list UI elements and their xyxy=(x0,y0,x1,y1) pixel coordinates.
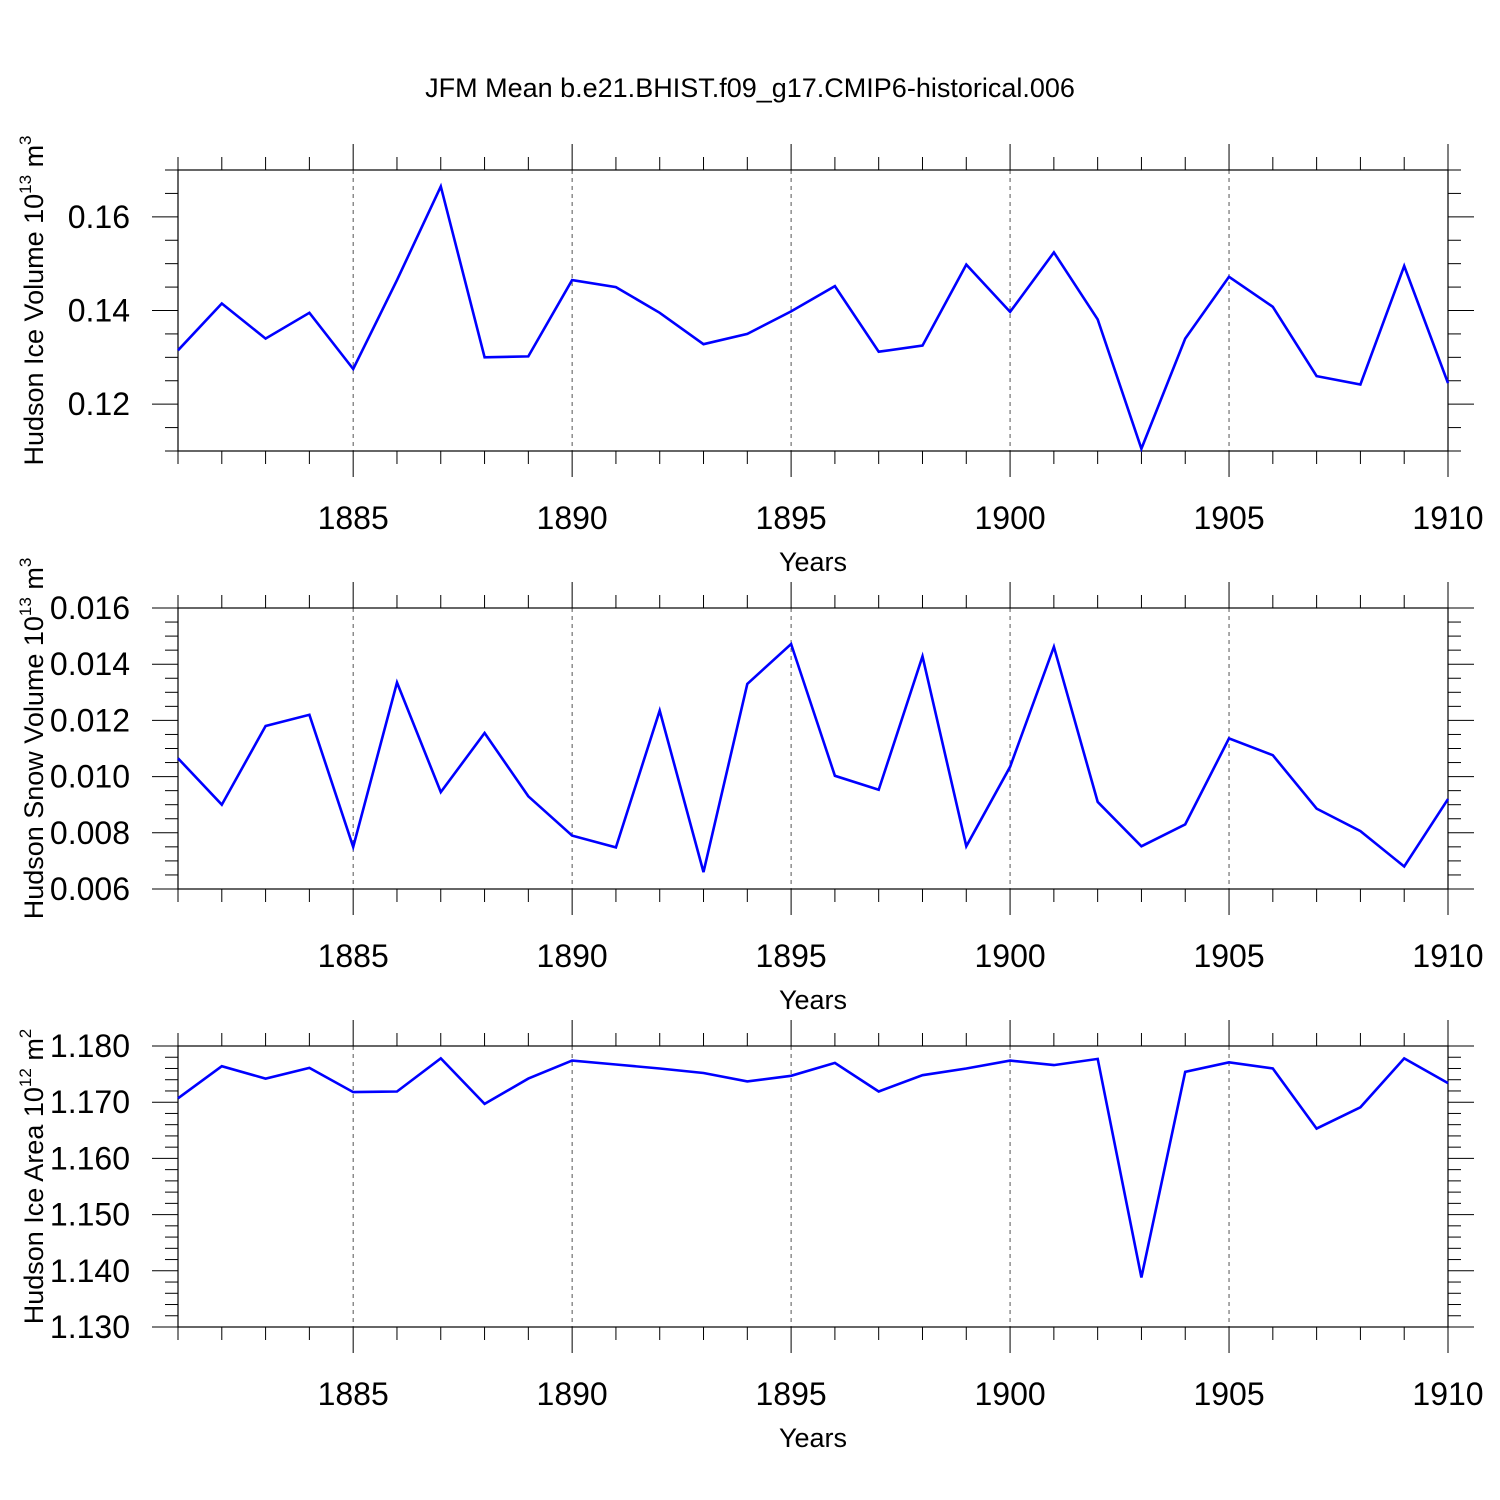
x-tick-label: 1895 xyxy=(756,1376,827,1412)
x-tick-label: 1910 xyxy=(1412,938,1483,974)
x-tick-label: 1885 xyxy=(318,1376,389,1412)
y-tick-label: 0.014 xyxy=(50,646,130,682)
x-tick-label: 1885 xyxy=(318,500,389,536)
y-tick-label: 0.16 xyxy=(68,199,130,235)
series-line xyxy=(177,641,1450,873)
x-axis-label: Years xyxy=(779,1423,847,1453)
y-tick-label: 1.160 xyxy=(50,1140,130,1176)
y-axis-label: Hudson Ice Volume 1013 m3 xyxy=(16,135,49,465)
x-axis-label: Years xyxy=(779,985,847,1015)
x-tick-label: 1900 xyxy=(974,938,1045,974)
x-tick-label: 1895 xyxy=(756,500,827,536)
x-tick-label: 1905 xyxy=(1193,938,1264,974)
y-tick-label: 1.180 xyxy=(50,1028,130,1064)
x-tick-label: 1905 xyxy=(1193,500,1264,536)
x-tick-label: 1910 xyxy=(1412,1376,1483,1412)
y-tick-label: 0.14 xyxy=(68,293,130,329)
y-axis-label: Hudson Snow Volume 1013 m3 xyxy=(16,558,49,920)
y-tick-label: 1.140 xyxy=(50,1253,130,1289)
series-line xyxy=(177,182,1450,453)
panel-2: 0.006 0.008 0.010 0.012 0.014 0.016 1885 1890 18… xyxy=(16,558,1484,1015)
y-tick-label: 1.170 xyxy=(50,1084,130,1120)
y-tick-label: 1.130 xyxy=(50,1309,130,1345)
panels: 0.12 0.14 0.16 1885 1890 1895 1900 1905 1910 Year… xyxy=(16,135,1484,1453)
x-tick-label: 1890 xyxy=(537,938,608,974)
plot-frame xyxy=(177,169,1449,452)
y-tick-label: 0.12 xyxy=(68,386,130,422)
x-tick-label: 1890 xyxy=(537,1376,608,1412)
x-tick-label: 1900 xyxy=(974,500,1045,536)
plot-frame xyxy=(177,1045,1449,1328)
y-axis-label: Hudson Ice Area 1012 m2 xyxy=(16,1029,49,1325)
y-tick-label: 0.006 xyxy=(50,871,130,907)
y-tick-label: 1.150 xyxy=(50,1197,130,1233)
panel-1: 0.12 0.14 0.16 1885 1890 1895 1900 1905 1910 Year… xyxy=(16,135,1484,577)
x-tick-label: 1910 xyxy=(1412,500,1483,536)
figure-title: JFM Mean b.e21.BHIST.f09_g17.CMIP6-histo… xyxy=(425,73,1075,103)
x-tick-label: 1895 xyxy=(756,938,827,974)
panel-3: 1.130 1.140 1.150 1.160 1.170 1.180 1885 1890 18… xyxy=(16,1020,1484,1453)
series-line xyxy=(177,1056,1449,1278)
y-tick-label: 0.008 xyxy=(50,815,130,851)
y-tick-label: 0.012 xyxy=(50,702,130,738)
x-tick-label: 1905 xyxy=(1193,1376,1264,1412)
y-tick-label: 0.010 xyxy=(50,759,130,795)
x-tick-label: 1900 xyxy=(974,1376,1045,1412)
y-tick-label: 0.016 xyxy=(50,590,130,626)
x-tick-label: 1890 xyxy=(537,500,608,536)
x-tick-label: 1885 xyxy=(318,938,389,974)
x-axis-label: Years xyxy=(779,547,847,577)
